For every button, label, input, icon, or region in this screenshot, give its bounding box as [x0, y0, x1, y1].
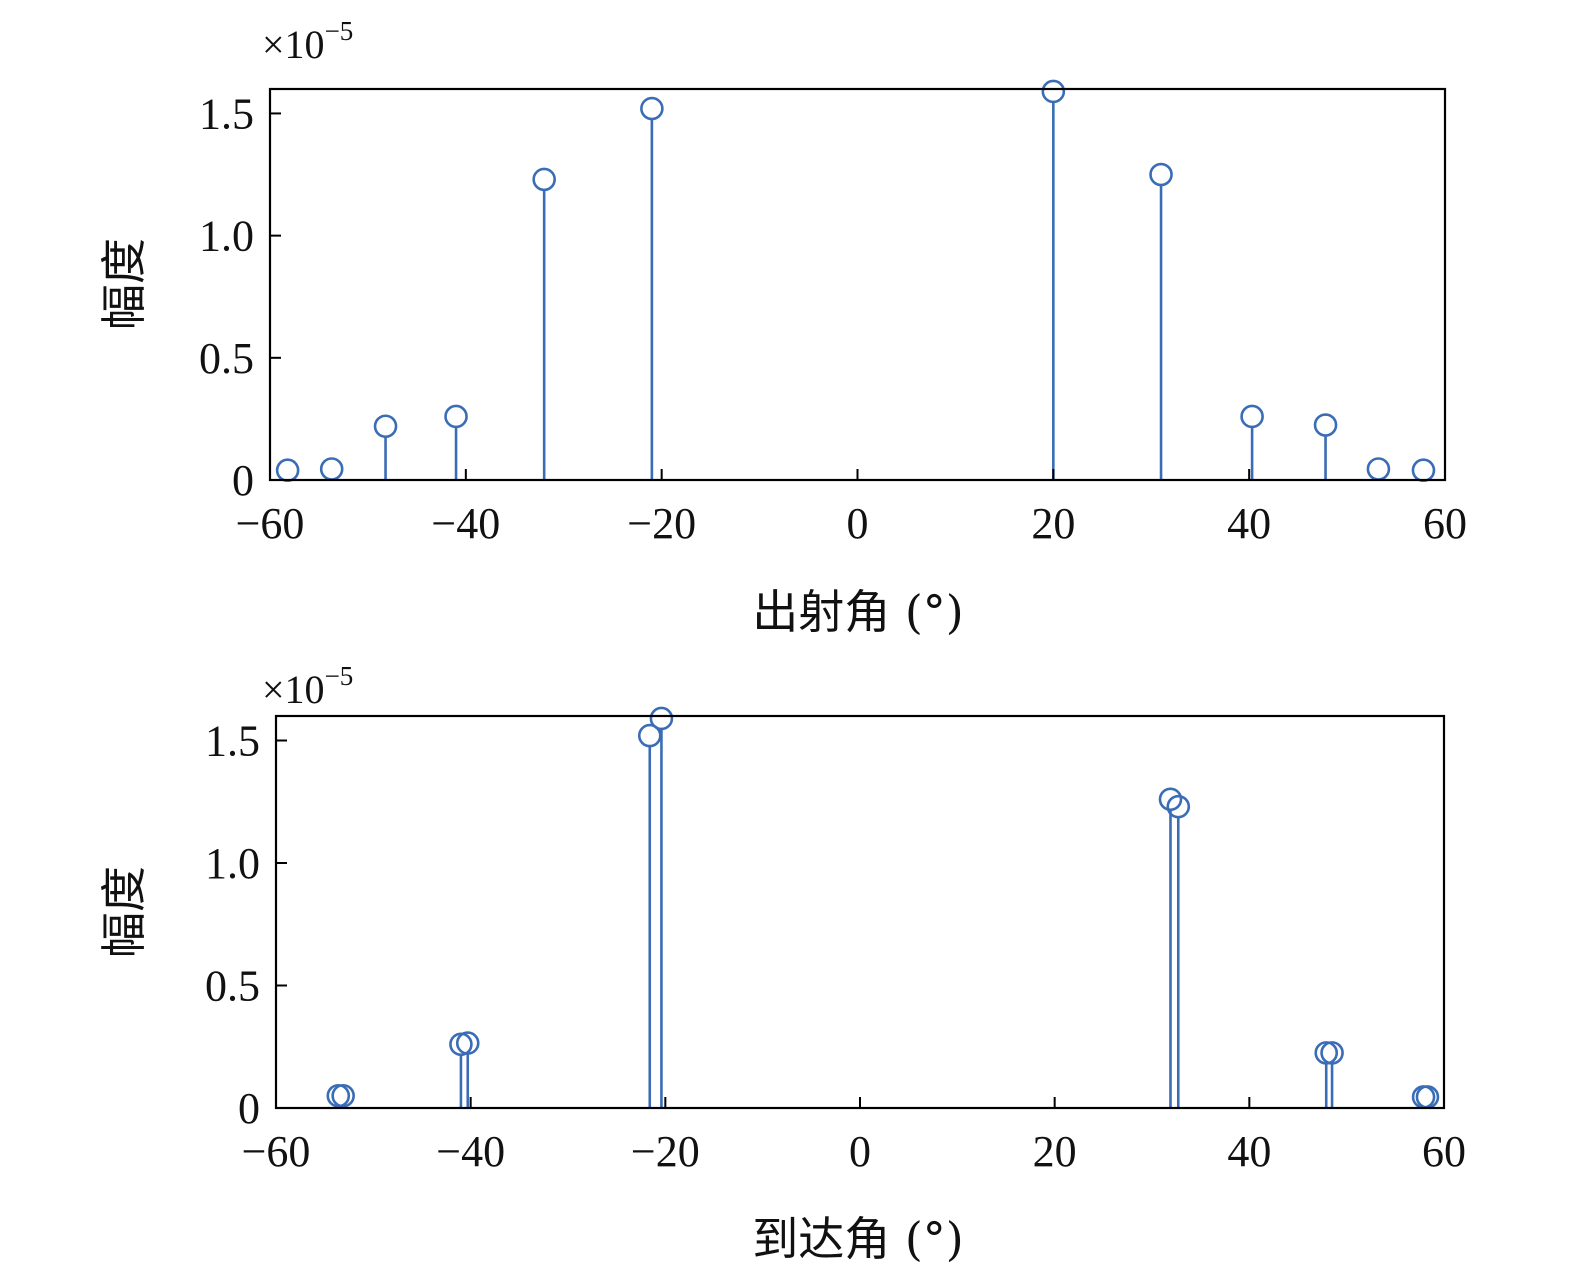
y-tick-label: 1.5 — [205, 717, 260, 766]
x-axis-label: 到达角 (°) — [752, 1212, 964, 1266]
y-axis-label: 幅度 — [97, 866, 151, 958]
x-tick-label: −40 — [436, 1127, 505, 1176]
stem-marker — [1314, 1041, 1339, 1065]
x-tick-labels: −60 −40 −20 0 20 40 60 — [242, 1127, 1466, 1176]
y-tick-label: 0 — [232, 456, 254, 505]
stem-series — [275, 79, 1436, 483]
stem-marker — [649, 706, 674, 731]
x-axis-label: 出射角 (°) — [752, 585, 964, 639]
stem-marker — [1313, 413, 1338, 437]
chart-arrival-angle: −60 −40 −20 0 20 40 60 0 0.5 1.0 1.5 ×10−5 幅度 到达角… — [97, 661, 1466, 1266]
y-tick-labels: 0 0.5 1.0 1.5 — [205, 717, 260, 1134]
stem-marker — [1166, 794, 1191, 819]
x-tick-label: 60 — [1422, 1127, 1466, 1176]
x-tick-label: −20 — [631, 1127, 700, 1176]
x-tick-label: 40 — [1227, 499, 1271, 548]
x-tick-label: −40 — [431, 499, 500, 548]
stem-marker — [1041, 79, 1066, 104]
y-axis-label: 幅度 — [97, 238, 151, 330]
x-tick-label: 0 — [847, 499, 869, 548]
chart-departure-angle: −60 −40 −20 0 20 40 60 0 0.5 1.0 1.5 ×10−5 幅度 出射角… — [97, 16, 1467, 639]
stem-marker — [1366, 457, 1391, 481]
stem-series — [326, 706, 1440, 1109]
y-tick-labels: 0 0.5 1.0 1.5 — [199, 89, 254, 505]
stem-marker — [640, 96, 664, 121]
x-tick-label: 0 — [849, 1127, 871, 1176]
y-tick-label: 1.0 — [199, 212, 254, 261]
x-tick-label: −20 — [627, 499, 696, 548]
y-tick-label: 1.5 — [199, 89, 254, 138]
x-tick-label: 60 — [1423, 499, 1467, 548]
tick-marks — [269, 112, 1446, 481]
x-tick-label: 20 — [1033, 1127, 1077, 1176]
stem-marker — [1149, 162, 1173, 187]
stem-marker — [275, 458, 300, 483]
y-tick-label: 1.0 — [205, 839, 260, 888]
stem-marker — [326, 1083, 351, 1108]
stem-marker — [1158, 787, 1183, 812]
stem-marker — [1240, 404, 1264, 429]
stem-marker — [373, 414, 398, 439]
x-tick-label: 20 — [1031, 499, 1075, 548]
stem-marker — [1411, 458, 1436, 483]
x-tick-label: 40 — [1227, 1127, 1271, 1176]
stem-marker — [455, 1031, 480, 1055]
x-tick-label: −60 — [236, 499, 305, 548]
stem-marker — [319, 457, 344, 481]
tick-marks — [275, 739, 1445, 1109]
y-tick-label: 0 — [238, 1084, 260, 1133]
stem-marker — [444, 404, 468, 429]
stem-marker — [1320, 1041, 1344, 1065]
y-tick-label: 0.5 — [205, 962, 260, 1011]
y-scale-multiplier: ×10−5 — [262, 661, 353, 712]
y-tick-label: 0.5 — [199, 334, 254, 383]
stem-marker — [532, 167, 556, 192]
x-tick-labels: −60 −40 −20 0 20 40 60 — [236, 499, 1467, 548]
stem-marker — [331, 1083, 355, 1108]
x-tick-label: −60 — [242, 1127, 311, 1176]
y-scale-multiplier: ×10−5 — [262, 16, 353, 67]
